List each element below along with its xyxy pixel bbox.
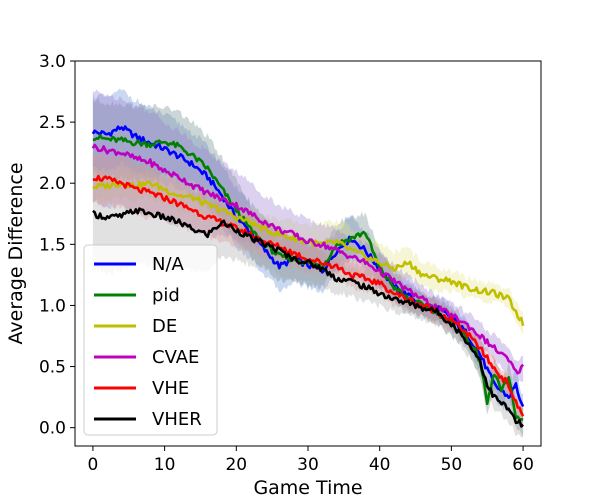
legend-box bbox=[83, 244, 218, 436]
band-de bbox=[92, 165, 524, 334]
x-axis-ticks: 0 10 20 30 40 50 60 bbox=[88, 446, 534, 475]
series-lines bbox=[91, 125, 525, 428]
y-tick-label: 1.0 bbox=[39, 296, 66, 316]
legend-label: VHE bbox=[152, 378, 189, 399]
band-cvae bbox=[92, 89, 524, 383]
x-tick-label: 10 bbox=[154, 455, 176, 475]
series-line-vher bbox=[92, 207, 524, 428]
legend: N/A pid DE CVAE VHE VHER bbox=[83, 244, 218, 436]
legend-label: N/A bbox=[152, 254, 185, 275]
y-axis-label: Average Difference bbox=[5, 162, 27, 344]
x-axis-label: Game Time bbox=[253, 477, 362, 499]
x-tick-label: 30 bbox=[297, 455, 319, 475]
legend-label: VHER bbox=[152, 409, 202, 430]
legend-label: pid bbox=[152, 285, 180, 306]
y-tick-label: 3.0 bbox=[39, 52, 66, 72]
y-axis-ticks: 0.0 0.5 1.0 1.5 2.0 2.5 3.0 bbox=[39, 52, 75, 439]
series-line-cvae bbox=[91, 143, 525, 375]
y-tick-label: 0.5 bbox=[39, 358, 66, 378]
y-tick-label: 0.0 bbox=[39, 419, 66, 439]
band-vhe bbox=[92, 151, 524, 429]
legend-label: CVAE bbox=[152, 347, 199, 368]
legend-label: DE bbox=[152, 316, 177, 337]
x-tick-label: 20 bbox=[225, 455, 247, 475]
x-tick-label: 0 bbox=[88, 455, 99, 475]
y-tick-label: 1.5 bbox=[39, 235, 66, 255]
x-tick-label: 40 bbox=[369, 455, 391, 475]
y-tick-label: 2.0 bbox=[39, 174, 66, 194]
x-tick-label: 60 bbox=[512, 455, 534, 475]
x-tick-label: 50 bbox=[441, 455, 463, 475]
y-tick-label: 2.5 bbox=[39, 113, 66, 133]
band-vher bbox=[92, 153, 524, 438]
